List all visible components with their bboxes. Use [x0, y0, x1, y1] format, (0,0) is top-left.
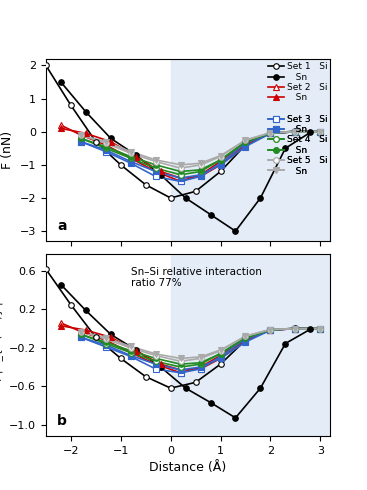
X-axis label: Distance (Å): Distance (Å): [149, 462, 227, 474]
Text: a: a: [57, 219, 67, 233]
Legend: Set 3   Si,    Sn, Set 4   Si,    Sn, Set 5   Si,    Sn: Set 3 Si, Sn, Set 4 Si, Sn, Set 5 Si, Sn: [267, 114, 328, 176]
Y-axis label: F / | F_{Si(set)} |: F / | F_{Si(set)} |: [0, 301, 3, 389]
Text: Sn–Si relative interaction
ratio 77%: Sn–Si relative interaction ratio 77%: [131, 267, 262, 288]
Bar: [171, 59, 345, 241]
Y-axis label: F (nN): F (nN): [1, 131, 14, 169]
Bar: [171, 254, 345, 436]
Text: b: b: [57, 414, 67, 428]
